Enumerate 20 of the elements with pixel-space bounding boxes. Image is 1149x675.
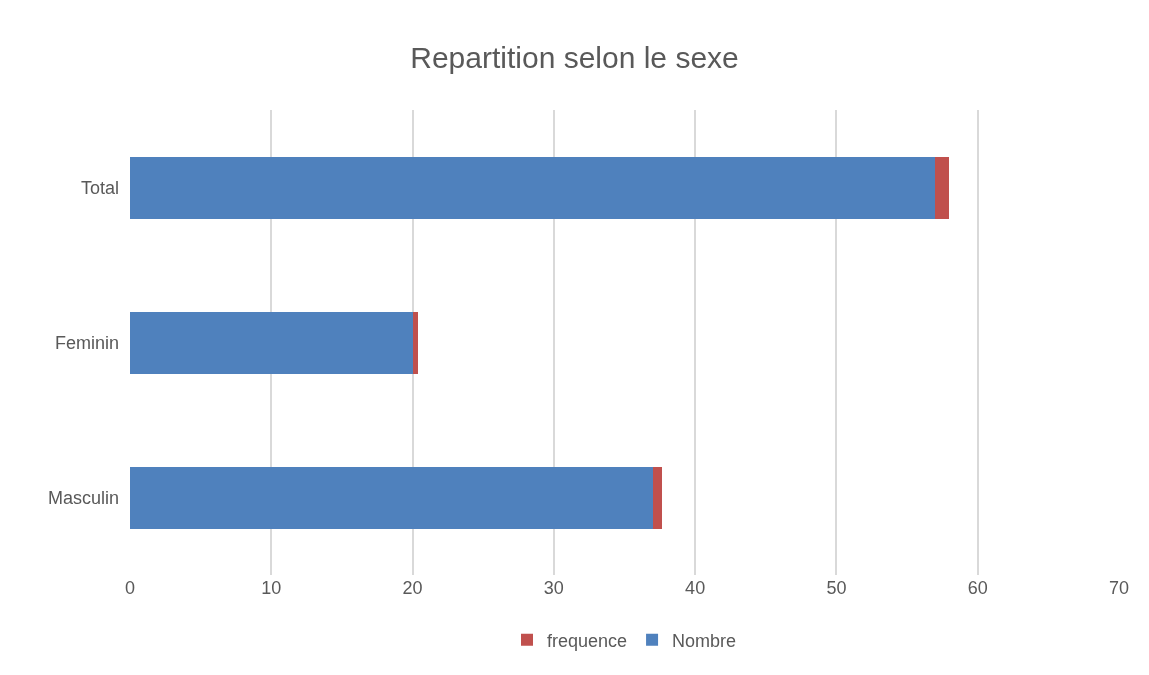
- x-tick-label: 10: [261, 578, 282, 598]
- x-tick-label: 70: [1108, 578, 1130, 598]
- y-tick-label: Masculin: [47, 487, 119, 508]
- x-tick-label: 50: [826, 578, 847, 598]
- y-tick-label: Total: [80, 177, 119, 198]
- bar: [130, 311, 413, 374]
- y-tick-label: Feminin: [54, 332, 119, 353]
- bar: [935, 156, 950, 219]
- x-tick-label: 30: [543, 578, 564, 598]
- legend-label: frequence: [547, 630, 628, 651]
- x-tick-label: 0: [124, 578, 136, 598]
- bar: [130, 466, 653, 529]
- x-tick-label: 60: [967, 578, 988, 598]
- legend-label: Nombre: [672, 630, 737, 651]
- x-tick-label: 20: [402, 578, 423, 598]
- x-tick-label: 40: [685, 578, 706, 598]
- bar: [412, 311, 418, 374]
- bar: [652, 466, 662, 529]
- chart-title: Repartition selon le sexe: [410, 41, 739, 75]
- bar: [130, 156, 936, 219]
